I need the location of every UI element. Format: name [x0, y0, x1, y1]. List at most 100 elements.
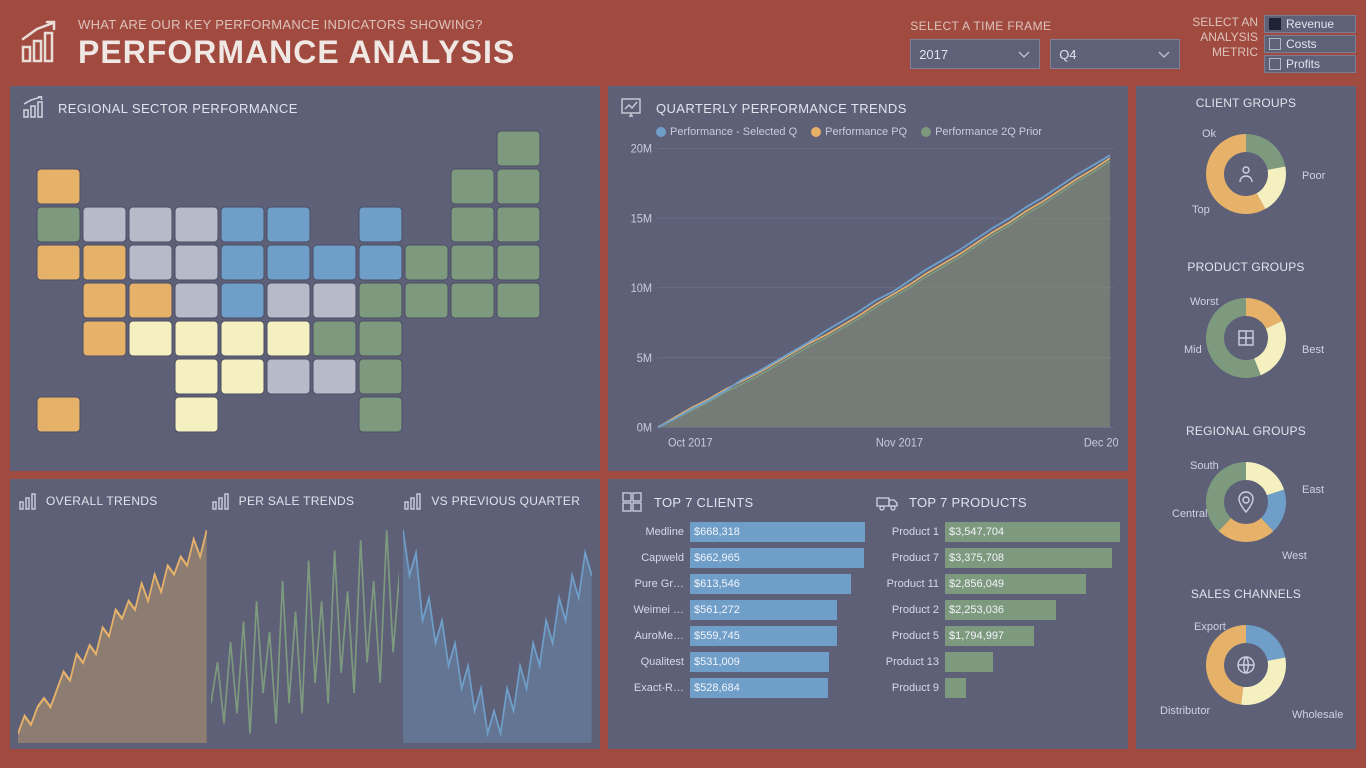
state-MO[interactable]: [221, 283, 264, 318]
top7-row[interactable]: Product 13: [875, 651, 1120, 673]
top7-name: Product 7: [875, 552, 939, 564]
top7-row[interactable]: Medline $668,318: [620, 521, 865, 543]
spark-chart[interactable]: [18, 517, 207, 743]
top7-row[interactable]: Product 7 $3,375,708: [875, 547, 1120, 569]
state-IL[interactable]: [267, 245, 310, 280]
state-SC[interactable]: [359, 321, 402, 356]
state-GA[interactable]: [359, 359, 402, 394]
top7-row[interactable]: Capweld $662,965: [620, 547, 865, 569]
spark-per-sale-trends: PER SALE TRENDS: [211, 489, 400, 743]
state-AZ[interactable]: [83, 321, 126, 356]
state-AL[interactable]: [313, 359, 356, 394]
top7-row[interactable]: Product 1 $3,547,704: [875, 521, 1120, 543]
state-IN[interactable]: [313, 245, 356, 280]
state-MD[interactable]: [405, 283, 448, 318]
top7-row[interactable]: Product 5 $1,794,997: [875, 625, 1120, 647]
trends-title: QUARTERLY PERFORMANCE TRENDS: [656, 101, 907, 116]
state-MT[interactable]: [129, 207, 172, 242]
metric-revenue[interactable]: Revenue: [1264, 15, 1356, 33]
state-PA[interactable]: [405, 245, 448, 280]
donut-segment[interactable]: [1254, 321, 1286, 375]
donut-label: Wholesale: [1292, 709, 1343, 721]
top7-title: TOP 7 CLIENTS: [654, 495, 754, 510]
state-NE[interactable]: [175, 283, 218, 318]
metric-costs[interactable]: Costs: [1264, 35, 1356, 53]
state-MI[interactable]: [359, 207, 402, 242]
state-NV[interactable]: [83, 245, 126, 280]
top7-row[interactable]: Product 11 $2,856,049: [875, 573, 1120, 595]
state-WY[interactable]: [129, 245, 172, 280]
top7-value: $2,253,036: [949, 600, 1004, 620]
state-AR[interactable]: [221, 321, 264, 356]
state-AK[interactable]: [37, 397, 80, 432]
state-ME[interactable]: [497, 131, 540, 166]
top7-row[interactable]: Weimei … $561,272: [620, 599, 865, 621]
state-CT[interactable]: [497, 245, 540, 280]
state-VA[interactable]: [359, 283, 402, 318]
state-FL[interactable]: [359, 397, 402, 432]
state-WI[interactable]: [267, 207, 310, 242]
state-WV[interactable]: [313, 283, 356, 318]
donut-segment[interactable]: [1246, 625, 1285, 661]
us-map[interactable]: [25, 125, 585, 465]
groups-panel: CLIENT GROUPS OkTopPoor PRODUCT GROUPS W…: [1136, 86, 1356, 749]
donut-segment[interactable]: [1246, 462, 1284, 495]
state-TX[interactable]: [175, 397, 218, 432]
state-UT[interactable]: [83, 283, 126, 318]
top7-top-7-clients: TOP 7 CLIENTS Medline $668,318 Capweld $…: [620, 489, 865, 743]
state-DE[interactable]: [451, 283, 494, 318]
donut-segment[interactable]: [1246, 134, 1285, 170]
state-KY[interactable]: [267, 283, 310, 318]
map-title: REGIONAL SECTOR PERFORMANCE: [58, 101, 298, 116]
top7-row[interactable]: Product 9: [875, 677, 1120, 699]
trends-panel: QUARTERLY PERFORMANCE TRENDS Performance…: [608, 86, 1128, 471]
spark-chart[interactable]: [211, 517, 400, 743]
state-LA[interactable]: [221, 359, 264, 394]
spark-vs-previous-quarter: VS PREVIOUS QUARTER: [403, 489, 592, 743]
metric-profits[interactable]: Profits: [1264, 55, 1356, 73]
state-ID[interactable]: [83, 207, 126, 242]
state-WA[interactable]: [37, 169, 80, 204]
state-TN[interactable]: [267, 321, 310, 356]
state-CO[interactable]: [129, 283, 172, 318]
state-SD[interactable]: [175, 245, 218, 280]
state-MA[interactable]: [497, 207, 540, 242]
quarter-dropdown[interactable]: Q4: [1050, 39, 1180, 69]
donut-title: REGIONAL GROUPS: [1186, 424, 1306, 438]
trend-chart[interactable]: 0M5M10M15M20MOct 2017Nov 2017Dec 2017: [618, 142, 1118, 453]
state-MS[interactable]: [267, 359, 310, 394]
svg-text:5M: 5M: [637, 353, 652, 365]
state-ND[interactable]: [175, 207, 218, 242]
state-KS[interactable]: [175, 321, 218, 356]
state-VT[interactable]: [451, 169, 494, 204]
state-RI[interactable]: [497, 283, 540, 318]
state-OK[interactable]: [175, 359, 218, 394]
sparklines-panel: OVERALL TRENDS PER SALE TRENDS VS: [10, 479, 600, 749]
state-NH[interactable]: [497, 169, 540, 204]
top7-row[interactable]: Exact-R… $528,684: [620, 677, 865, 699]
top7-row[interactable]: Pure Gr… $613,546: [620, 573, 865, 595]
donut-label: Top: [1192, 204, 1210, 216]
top7-name: AuroMe…: [620, 630, 684, 642]
state-IA[interactable]: [221, 245, 264, 280]
state-CA[interactable]: [37, 245, 80, 280]
top7-row[interactable]: AuroMe… $559,745: [620, 625, 865, 647]
top7-name: Qualitest: [620, 656, 684, 668]
top7-name: Product 11: [875, 578, 939, 590]
year-dropdown[interactable]: 2017: [910, 39, 1040, 69]
top7-row[interactable]: Product 2 $2,253,036: [875, 599, 1120, 621]
top7-row[interactable]: Qualitest $531,009: [620, 651, 865, 673]
state-OH[interactable]: [359, 245, 402, 280]
top7-value: $668,318: [694, 522, 740, 542]
spark-chart[interactable]: [403, 517, 592, 743]
state-NY[interactable]: [451, 207, 494, 242]
donut-label: Ok: [1202, 128, 1216, 140]
trend-icon: [618, 95, 644, 121]
state-NM[interactable]: [129, 321, 172, 356]
state-OR[interactable]: [37, 207, 80, 242]
state-NJ[interactable]: [451, 245, 494, 280]
state-MN[interactable]: [221, 207, 264, 242]
state-NC[interactable]: [313, 321, 356, 356]
top7-name: Medline: [620, 526, 684, 538]
donut-regional-groups: REGIONAL GROUPS SouthCentralWestEast: [1138, 424, 1354, 582]
